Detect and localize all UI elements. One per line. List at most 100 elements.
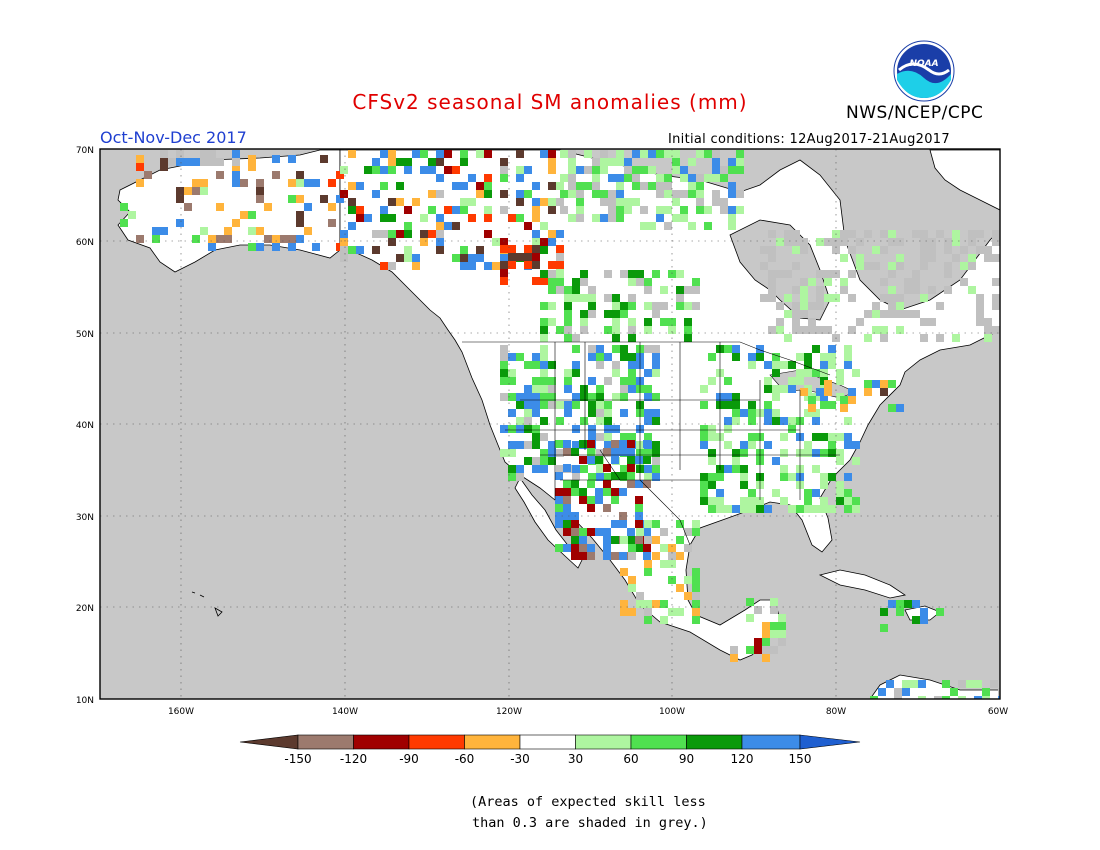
anomaly-cell (684, 334, 692, 342)
anomaly-cell (680, 214, 688, 222)
anomaly-cell (160, 150, 168, 158)
anomaly-cell (632, 182, 640, 190)
anomaly-cell (652, 353, 660, 361)
anomaly-cell (256, 195, 264, 203)
anomaly-cell (644, 393, 652, 401)
anomaly-cell (460, 246, 468, 254)
anomaly-cell (828, 353, 836, 361)
anomaly-cell (627, 536, 635, 544)
anomaly-cell (580, 393, 588, 401)
anomaly-cell (372, 158, 380, 166)
anomaly-cell (540, 457, 548, 465)
anomaly-cell (708, 377, 716, 385)
anomaly-cell (920, 246, 928, 254)
anomaly-cell (256, 179, 264, 187)
anomaly-cell (880, 246, 888, 254)
anomaly-cell (968, 238, 976, 246)
anomaly-cell (952, 254, 960, 262)
anomaly-cell (603, 480, 611, 488)
anomaly-cell (672, 158, 680, 166)
anomaly-cell (428, 230, 436, 238)
anomaly-cell (804, 497, 812, 505)
anomaly-cell (548, 230, 556, 238)
anomaly-cell (340, 190, 348, 198)
anomaly-cell (587, 544, 595, 552)
anomaly-cell (816, 302, 824, 310)
anomaly-cell (563, 480, 571, 488)
anomaly-cell (508, 377, 516, 385)
anomaly-cell (563, 528, 571, 536)
anomaly-cell (976, 318, 984, 326)
anomaly-cell (984, 334, 992, 342)
anomaly-cell (912, 616, 920, 624)
anomaly-cell (808, 278, 816, 286)
anomaly-cell (772, 353, 780, 361)
anomaly-cell (652, 600, 660, 608)
anomaly-cell (564, 294, 572, 302)
anomaly-cell (380, 262, 388, 270)
anomaly-cell (840, 230, 848, 238)
anomaly-cell (516, 417, 524, 425)
anomaly-cell (968, 230, 976, 238)
footnote-line-2: than 0.3 are shaded in grey.) (472, 815, 708, 831)
anomaly-cell (372, 190, 380, 198)
anomaly-cell (579, 544, 587, 552)
anomaly-cell (532, 214, 540, 222)
anomaly-cell (828, 401, 836, 409)
anomaly-cell (912, 230, 920, 238)
anomaly-cell (576, 190, 584, 198)
anomaly-cell (770, 622, 778, 630)
anomaly-cell (208, 150, 216, 158)
anomaly-cell (460, 262, 468, 270)
anomaly-cell (548, 441, 556, 449)
anomaly-cell (348, 150, 356, 158)
anomaly-cell (680, 174, 688, 182)
anomaly-cell (812, 433, 820, 441)
anomaly-cell (596, 465, 604, 473)
anomaly-cell (740, 497, 748, 505)
anomaly-cell (579, 536, 587, 544)
anomaly-cell (836, 489, 844, 497)
anomaly-cell (644, 465, 652, 473)
lat-label: 30N (76, 513, 94, 523)
anomaly-cell (928, 254, 936, 262)
anomaly-cell (596, 449, 604, 457)
anomaly-cell (664, 182, 672, 190)
anomaly-cell (200, 158, 208, 166)
anomaly-cell (571, 480, 579, 488)
anomaly-cell (660, 528, 668, 536)
lat-label: 40N (76, 421, 94, 431)
anomaly-cell (635, 480, 643, 488)
anomaly-cell (628, 385, 636, 393)
anomaly-cell (708, 433, 716, 441)
anomaly-cell (500, 245, 508, 253)
anomaly-cell (684, 286, 692, 294)
anomaly-cell (880, 230, 888, 238)
anomaly-cell (724, 393, 732, 401)
anomaly-cell (800, 302, 808, 310)
anomaly-cell (532, 425, 540, 433)
anomaly-cell (920, 254, 928, 262)
anomaly-cell (824, 326, 832, 334)
anomaly-cell (348, 206, 356, 214)
anomaly-cell (508, 253, 516, 261)
anomaly-cell (848, 396, 856, 404)
anomaly-cell (628, 576, 636, 584)
anomaly-cell (508, 353, 516, 361)
anomaly-cell (340, 166, 348, 174)
anomaly-cell (728, 222, 736, 230)
anomaly-cell (296, 211, 304, 219)
anomaly-cell (692, 576, 700, 584)
anomaly-cell (920, 238, 928, 246)
anomaly-cell (216, 171, 224, 179)
anomaly-cell (708, 473, 716, 481)
anomaly-cell (902, 680, 910, 688)
anomaly-cell (764, 505, 772, 513)
anomaly-cell (564, 409, 572, 417)
anomaly-cell (840, 404, 848, 412)
anomaly-cell (595, 528, 603, 536)
anomaly-cell (816, 388, 824, 396)
anomaly-cell (712, 150, 720, 158)
anomaly-cell (644, 608, 652, 616)
anomaly-cell (668, 326, 676, 334)
